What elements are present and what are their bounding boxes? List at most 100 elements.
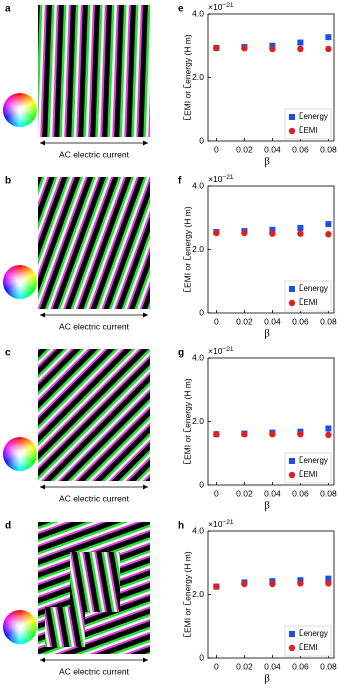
legend-label: L̃EMI bbox=[299, 643, 318, 652]
legend-label: L̃EMI bbox=[299, 126, 318, 135]
point bbox=[269, 580, 276, 588]
legend-marker bbox=[288, 471, 296, 479]
point bbox=[269, 45, 276, 53]
point bbox=[241, 431, 248, 438]
x-tick-label: 0.06 bbox=[292, 488, 309, 498]
legend-label: L̃energy bbox=[299, 629, 328, 638]
x-tick-label: 0.06 bbox=[292, 144, 309, 154]
panel-label: h bbox=[178, 521, 184, 532]
caption: AC electric current bbox=[59, 493, 130, 503]
color-wheel bbox=[3, 265, 37, 299]
point bbox=[213, 583, 220, 590]
multiplier-exponent: −21 bbox=[222, 346, 233, 353]
y-tick-label: 0 bbox=[199, 135, 204, 145]
panel-label: g bbox=[178, 348, 184, 359]
x-tick-label: 0.08 bbox=[320, 661, 337, 671]
color-wheel bbox=[3, 437, 37, 471]
y-tick-label: 2.0 bbox=[192, 416, 204, 426]
x-tick-label: 0.02 bbox=[236, 661, 253, 671]
x-tick-label: 0 bbox=[214, 488, 219, 498]
pattern-image bbox=[38, 349, 150, 481]
color-wheel bbox=[3, 610, 37, 644]
pattern-image bbox=[45, 607, 85, 647]
y-axis-label: L̃EMI or L̃energy (H m) bbox=[182, 378, 192, 465]
x-tick-label: 0.08 bbox=[320, 488, 337, 498]
panel-label: f bbox=[178, 176, 182, 187]
point bbox=[213, 229, 220, 237]
panel-label: e bbox=[178, 4, 184, 15]
multiplier-base: ×10 bbox=[208, 519, 223, 529]
panel-label: a bbox=[5, 4, 11, 15]
x-tick-label: 0.04 bbox=[264, 144, 281, 154]
legend-marker bbox=[288, 127, 296, 135]
y-tick-label: 0 bbox=[199, 307, 204, 317]
x-tick-label: 0.04 bbox=[264, 661, 281, 671]
panel-label: b bbox=[5, 176, 11, 187]
point bbox=[325, 575, 332, 582]
x-tick-label: 0.08 bbox=[320, 144, 337, 154]
x-axis-label: β bbox=[264, 156, 270, 168]
y-tick-label: 4.0 bbox=[192, 525, 204, 535]
point bbox=[325, 45, 332, 53]
multiplier-exponent: −21 bbox=[222, 519, 233, 526]
x-tick-label: 0.06 bbox=[292, 316, 309, 326]
point bbox=[325, 580, 332, 587]
multiplier: ×10−21 bbox=[208, 519, 234, 530]
pattern-image bbox=[38, 177, 150, 309]
point bbox=[241, 229, 248, 237]
legend-label: L̃energy bbox=[299, 456, 328, 465]
x-tick-label: 0.06 bbox=[292, 661, 309, 671]
legend-marker bbox=[289, 631, 295, 637]
legend-label: L̃energy bbox=[299, 284, 328, 293]
y-tick-label: 0 bbox=[199, 652, 204, 662]
y-tick-label: 4.0 bbox=[192, 180, 204, 190]
point bbox=[325, 431, 332, 439]
point bbox=[269, 431, 276, 438]
x-tick-label: 0 bbox=[214, 316, 219, 326]
y-axis-label: L̃EMI or L̃energy (H m) bbox=[182, 34, 192, 121]
x-tick-label: 0.02 bbox=[236, 144, 253, 154]
point bbox=[241, 580, 248, 588]
y-axis-label: L̃EMI or L̃energy (H m) bbox=[182, 206, 192, 293]
multiplier: ×10−21 bbox=[208, 346, 234, 357]
x-axis-label: β bbox=[264, 673, 270, 685]
x-axis-label: β bbox=[264, 500, 270, 512]
point bbox=[297, 224, 304, 231]
point bbox=[297, 45, 304, 53]
y-tick-label: 0 bbox=[199, 479, 204, 489]
panel-label: c bbox=[5, 348, 11, 359]
color-wheel bbox=[3, 93, 37, 127]
point bbox=[297, 39, 304, 46]
multiplier-exponent: −21 bbox=[222, 174, 233, 181]
y-axis-label: L̃EMI or L̃energy (H m) bbox=[182, 551, 192, 638]
legend-marker bbox=[288, 644, 296, 652]
caption: AC electric current bbox=[59, 666, 130, 676]
legend-label: L̃energy bbox=[299, 112, 328, 121]
x-tick-label: 0 bbox=[214, 661, 219, 671]
panel-label: d bbox=[5, 521, 11, 532]
point bbox=[297, 431, 304, 438]
x-tick-label: 0.02 bbox=[236, 488, 253, 498]
y-tick-label: 2.0 bbox=[192, 589, 204, 599]
multiplier-exponent: −21 bbox=[222, 2, 233, 9]
legend-marker bbox=[289, 114, 295, 120]
point bbox=[269, 226, 276, 233]
x-tick-label: 0.02 bbox=[236, 316, 253, 326]
pattern-image bbox=[70, 552, 120, 612]
point bbox=[297, 580, 304, 587]
point bbox=[297, 230, 304, 237]
legend-label: L̃EMI bbox=[299, 470, 318, 479]
legend-marker bbox=[288, 299, 296, 307]
multiplier-base: ×10 bbox=[208, 174, 223, 184]
point bbox=[325, 221, 332, 228]
multiplier-base: ×10 bbox=[208, 346, 223, 356]
y-tick-label: 2.0 bbox=[192, 72, 204, 82]
multiplier: ×10−21 bbox=[208, 174, 234, 185]
legend-label: L̃EMI bbox=[299, 298, 318, 307]
x-axis-label: β bbox=[264, 328, 270, 340]
x-tick-label: 0.04 bbox=[264, 488, 281, 498]
legend-marker bbox=[289, 458, 295, 464]
caption: AC electric current bbox=[59, 321, 130, 331]
